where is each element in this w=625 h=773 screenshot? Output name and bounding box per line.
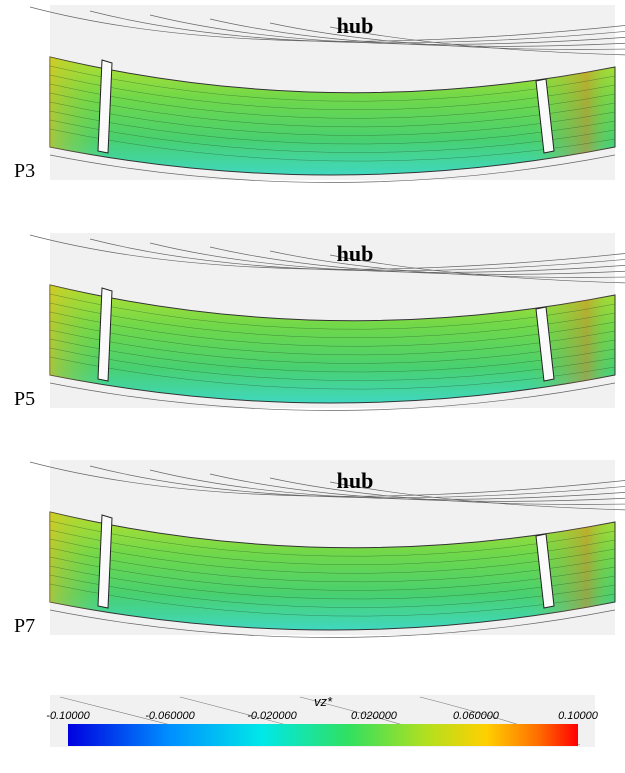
contour-line bbox=[49, 520, 616, 557]
guide-arc bbox=[269, 250, 625, 278]
contour-line bbox=[49, 74, 616, 111]
blade bbox=[97, 287, 113, 382]
colorbar-tick-label: -0.060000 bbox=[145, 710, 195, 722]
blade bbox=[97, 59, 113, 154]
flow-band-overlay bbox=[50, 57, 615, 175]
contour-line bbox=[49, 293, 616, 330]
blade bbox=[97, 514, 113, 609]
contour-line bbox=[49, 329, 616, 364]
guide-arc bbox=[149, 14, 625, 45]
contour-line bbox=[49, 529, 616, 566]
contour-line bbox=[49, 83, 616, 119]
contour-line bbox=[49, 311, 616, 347]
contour-line bbox=[49, 302, 616, 339]
guide-arc bbox=[329, 254, 625, 284]
contour-line bbox=[49, 320, 616, 356]
contour-line bbox=[49, 128, 616, 162]
guide-arc bbox=[49, 609, 616, 638]
guide-arc bbox=[269, 22, 625, 50]
guide-arc bbox=[29, 6, 625, 42]
panel-label: P7 bbox=[14, 615, 35, 637]
guide-arc bbox=[29, 461, 625, 497]
contour-panel: hub bbox=[29, 233, 625, 411]
guide-arc bbox=[269, 477, 625, 505]
contour-line bbox=[49, 556, 616, 591]
contour-line bbox=[49, 110, 616, 145]
colorbar-tick-label: -0.020000 bbox=[247, 710, 297, 722]
guide-arc bbox=[329, 26, 625, 56]
hub-label: hub bbox=[337, 468, 374, 493]
colorbar-tick-label: -0.10000 bbox=[46, 710, 90, 722]
blade bbox=[535, 306, 555, 382]
contour-line bbox=[49, 65, 616, 102]
guide-arc bbox=[29, 234, 625, 270]
colorbar-tick-label: 0.020000 bbox=[351, 710, 398, 722]
contour-line bbox=[49, 547, 616, 583]
colorbar: vz* -0.10000 -0.060000 -0.020000 0.020000 0.0… bbox=[46, 694, 599, 747]
contour-line bbox=[49, 565, 616, 600]
guide-arc bbox=[149, 469, 625, 500]
hub-label: hub bbox=[337, 241, 374, 266]
flow-band-overlay bbox=[50, 512, 615, 630]
guide-arc bbox=[89, 238, 625, 272]
contour-panel: hub bbox=[29, 5, 625, 183]
blade bbox=[535, 78, 555, 154]
contour-panel: hub bbox=[29, 460, 625, 638]
colorbar-tick-label: 0.10000 bbox=[558, 710, 599, 722]
colorbar-gradient bbox=[68, 724, 578, 746]
guide-arc bbox=[89, 10, 625, 44]
contour-line bbox=[49, 583, 616, 617]
contour-line bbox=[49, 574, 616, 608]
guide-arc bbox=[329, 481, 625, 511]
guide-arc bbox=[89, 465, 625, 499]
colorbar-title: vz* bbox=[314, 694, 333, 709]
contour-line bbox=[49, 92, 616, 128]
flow-band-overlay bbox=[50, 285, 615, 403]
guide-arc bbox=[209, 473, 625, 502]
guide-arc bbox=[209, 246, 625, 275]
contour-line bbox=[49, 119, 616, 153]
contour-line bbox=[49, 356, 616, 390]
panel-label: P5 bbox=[14, 388, 35, 410]
colorbar-tick-label: 0.060000 bbox=[453, 710, 500, 722]
panel-label: P3 bbox=[14, 160, 35, 182]
contour-line bbox=[49, 347, 616, 381]
guide-arc bbox=[209, 18, 625, 47]
guide-arc bbox=[49, 154, 616, 183]
guide-arc bbox=[149, 242, 625, 273]
contour-line bbox=[49, 101, 616, 136]
contour-line bbox=[49, 538, 616, 574]
hub-label: hub bbox=[337, 13, 374, 38]
blade bbox=[535, 533, 555, 609]
guide-arc bbox=[49, 382, 616, 411]
contour-line bbox=[49, 338, 616, 373]
